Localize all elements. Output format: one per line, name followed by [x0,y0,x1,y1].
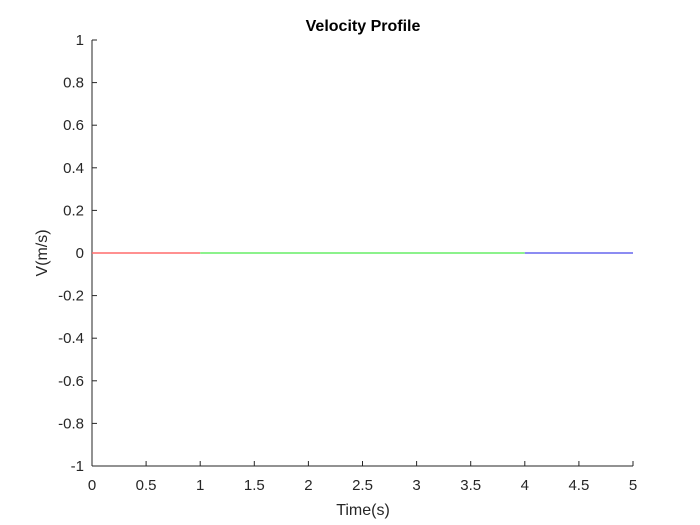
y-tick-label: -1 [71,458,84,475]
y-axis-label: V(m/s) [34,229,51,276]
x-tick-label: 0 [88,477,96,494]
x-tick-label: 4 [521,477,529,494]
y-tick-label: 0.4 [63,160,84,177]
y-tick-label: 0 [76,245,84,262]
x-tick-label: 5 [629,477,637,494]
x-tick-label: 1 [196,477,204,494]
y-tick-label: -0.8 [58,415,84,432]
y-tick-label: -0.2 [58,288,84,305]
y-tick-label: 0.2 [63,202,84,219]
x-tick-label: 1.5 [244,477,265,494]
plot-area: 0 0.5 1 1.5 2 2.5 3 3.5 4 4.5 5 1 0.8 0.6 0.4 0.2 0 -0.2… [58,32,637,494]
y-tick-label: 1 [76,32,84,49]
x-tick-label: 4.5 [568,477,589,494]
x-tick-label: 2.5 [352,477,373,494]
chart-title: Velocity Profile [306,18,421,35]
x-tick-label: 0.5 [136,477,157,494]
x-ticks: 0 0.5 1 1.5 2 2.5 3 3.5 4 4.5 5 [88,461,637,494]
x-tick-label: 2 [304,477,312,494]
y-tick-label: -0.6 [58,373,84,390]
y-tick-label: -0.4 [58,330,84,347]
y-ticks: 1 0.8 0.6 0.4 0.2 0 -0.2 -0.4 -0.6 -0.8 -1 [58,32,97,475]
y-tick-label: 0.8 [63,75,84,92]
x-tick-label: 3.5 [460,477,481,494]
x-tick-label: 3 [412,477,420,494]
y-tick-label: 0.6 [63,117,84,134]
x-axis-label: Time(s) [336,502,390,519]
